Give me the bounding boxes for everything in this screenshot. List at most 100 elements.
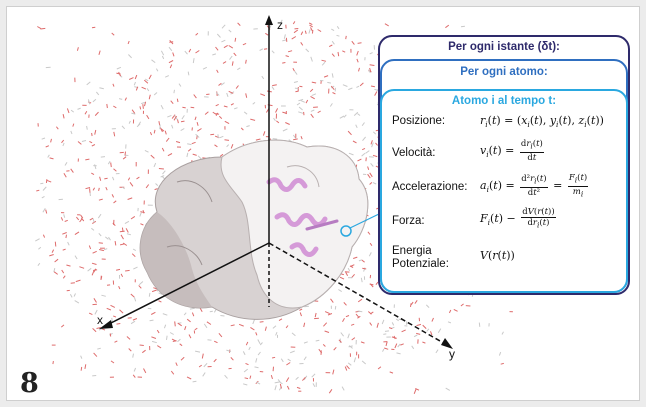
inner-panel: Atomo i al tempo t: Posizione: Velocità:… (380, 89, 628, 293)
water-molecule (230, 103, 234, 106)
water-molecule (171, 338, 177, 342)
water-molecule (176, 98, 179, 103)
water-molecule (300, 136, 303, 140)
water-molecule (437, 328, 442, 334)
water-molecule (45, 145, 50, 148)
water-molecule (153, 92, 158, 96)
water-molecule (411, 345, 415, 350)
water-molecule (113, 168, 117, 172)
water-molecule (37, 26, 42, 30)
water-molecule (382, 348, 385, 352)
water-molecule (259, 321, 264, 323)
water-molecule (218, 115, 223, 119)
water-molecule (216, 33, 221, 38)
water-molecule (151, 59, 156, 63)
water-molecule (361, 360, 367, 365)
water-molecule (106, 103, 108, 109)
water-molecule (245, 341, 249, 346)
water-molecule (310, 109, 315, 112)
water-molecule (347, 130, 352, 136)
water-molecule (244, 377, 249, 380)
water-molecule (54, 258, 59, 263)
water-molecule (132, 353, 134, 358)
water-molecule (47, 154, 50, 158)
water-molecule (314, 312, 317, 318)
water-molecule (192, 153, 197, 156)
water-molecule (207, 339, 212, 341)
water-molecule (158, 300, 162, 303)
water-molecule (294, 87, 299, 90)
water-molecule (114, 241, 117, 246)
water-molecule (259, 48, 264, 51)
water-molecule (54, 241, 57, 247)
formula-acceleration: ai(t) = d²ri(t) dt² = Fi(t) mi (480, 173, 589, 199)
water-molecule (65, 234, 67, 239)
water-molecule (259, 342, 263, 346)
water-molecule (287, 50, 293, 53)
water-molecule (447, 321, 452, 324)
water-molecule (303, 341, 308, 344)
water-molecule (40, 182, 44, 185)
water-molecule (163, 324, 167, 329)
water-molecule (299, 312, 302, 317)
water-molecule (265, 32, 269, 36)
water-molecule (304, 30, 307, 34)
water-molecule (72, 123, 75, 127)
water-molecule (361, 152, 366, 157)
water-molecule (63, 172, 67, 178)
water-molecule (168, 60, 174, 64)
water-molecule (304, 305, 309, 308)
water-molecule (146, 88, 150, 92)
water-molecule (80, 214, 84, 219)
water-molecule (422, 341, 426, 344)
water-molecule (124, 151, 126, 156)
water-molecule (84, 111, 88, 115)
water-molecule (184, 326, 187, 331)
water-molecule (372, 182, 377, 185)
water-molecule (368, 69, 371, 73)
water-molecule (213, 309, 217, 313)
y-axis-arrow (441, 338, 453, 349)
water-molecule (282, 62, 286, 64)
water-molecule (286, 385, 290, 390)
water-molecule (94, 129, 97, 135)
water-molecule (150, 311, 156, 315)
water-molecule (334, 305, 337, 310)
water-molecule (333, 346, 337, 351)
water-molecule (86, 125, 88, 130)
water-molecule (295, 376, 299, 380)
water-molecule (400, 343, 404, 346)
water-molecule (416, 323, 422, 327)
water-molecule (219, 153, 224, 157)
water-molecule (309, 88, 314, 93)
water-molecule (74, 231, 80, 236)
water-molecule (49, 254, 54, 257)
water-molecule (154, 188, 158, 191)
water-molecule (119, 309, 124, 314)
water-molecule (240, 127, 244, 131)
water-molecule (84, 364, 87, 369)
water-molecule (347, 267, 351, 272)
water-molecule (310, 27, 313, 32)
water-molecule (395, 318, 400, 322)
water-molecule (113, 131, 116, 137)
water-molecule (329, 103, 333, 107)
water-molecule (356, 50, 359, 56)
water-molecule (187, 71, 190, 76)
water-molecule (79, 218, 83, 223)
water-molecule (397, 343, 401, 348)
water-molecule (115, 268, 121, 271)
water-molecule (186, 152, 189, 158)
water-molecule (88, 245, 92, 250)
water-molecule (75, 279, 81, 283)
figure-number: 8 (20, 368, 39, 399)
water-molecule (139, 344, 144, 346)
water-molecule (60, 324, 65, 328)
water-molecule (370, 85, 376, 88)
water-molecule (377, 366, 382, 370)
water-molecule (160, 50, 165, 56)
water-molecule (41, 137, 46, 140)
water-molecule (347, 333, 350, 339)
water-molecule (331, 85, 335, 89)
water-molecule (357, 310, 363, 313)
